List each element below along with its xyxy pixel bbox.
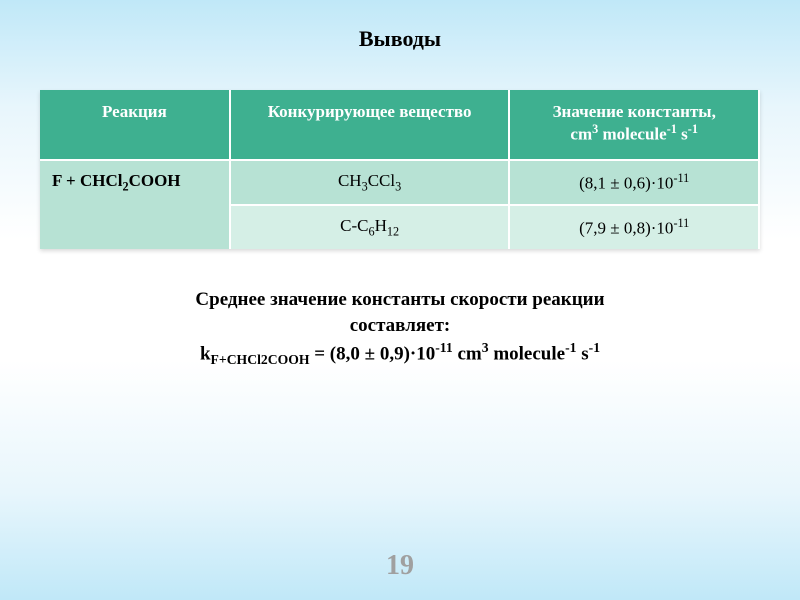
results-table: Реакция Конкурирующее вещество Значение … <box>40 90 760 249</box>
cell-value: (8,1 ± 0,6)·10-11 <box>509 160 759 205</box>
page-number: 19 <box>0 550 800 582</box>
cell-reaction: F + CHCl2COOH <box>40 160 230 250</box>
table-row: F + CHCl2COOH CH3CCl3 (8,1 ± 0,6)·10-11 <box>40 160 759 205</box>
table-header-row: Реакция Конкурирующее вещество Значение … <box>40 90 759 160</box>
cell-value: (7,9 ± 0,8)·10-11 <box>509 205 759 249</box>
summary-line-3: kF+CHCl2COOH = (8,0 ± 0,9)·10-11 cm3 mol… <box>195 339 604 370</box>
summary-line-2: составляет: <box>195 313 604 339</box>
summary-block: Среднее значение константы скорости реак… <box>195 287 604 369</box>
col-reaction: Реакция <box>40 90 230 160</box>
slide-title: Выводы <box>359 26 441 52</box>
col-value: Значение константы,cm3 molecule-1 s-1 <box>509 90 759 160</box>
cell-substance: CH3CCl3 <box>230 160 510 205</box>
col-substance: Конкурирующее вещество <box>230 90 510 160</box>
cell-substance: C-C6H12 <box>230 205 510 249</box>
summary-line-1: Среднее значение константы скорости реак… <box>195 287 604 313</box>
